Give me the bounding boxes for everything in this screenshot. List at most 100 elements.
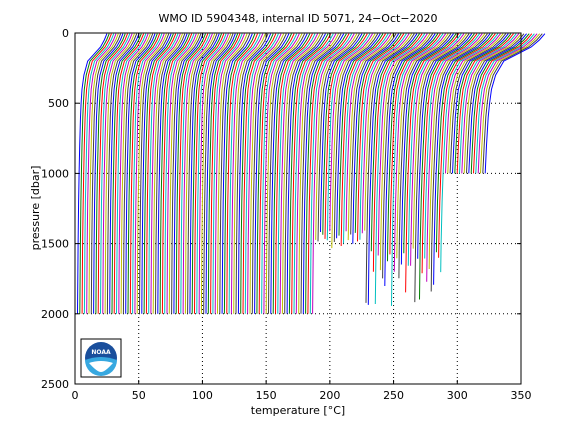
profile-line: [180, 33, 211, 314]
profiles: [77, 33, 546, 314]
profile-line: [77, 33, 108, 314]
profile-line: [207, 33, 239, 314]
x-tick-label: 350: [511, 389, 532, 402]
noaa-logo: NOAA: [80, 338, 122, 378]
profile-line: [200, 33, 232, 314]
x-tick-label: 200: [319, 389, 340, 402]
profile-line: [347, 33, 394, 241]
profile-line: [277, 33, 316, 314]
profile-line: [405, 33, 460, 293]
profile-line: [86, 33, 117, 314]
profile-line: [461, 33, 520, 174]
x-tick-label: 50: [132, 389, 146, 402]
profile-line: [305, 33, 347, 314]
profile-line: [377, 33, 428, 256]
profile-line: [298, 33, 339, 314]
profile-line: [382, 33, 434, 279]
profile-line: [414, 33, 470, 303]
profile-line: [265, 33, 303, 314]
profile-line: [166, 33, 197, 314]
profile-line: [302, 33, 345, 314]
profile-line: [315, 33, 358, 240]
profile-line: [445, 33, 501, 174]
profile-line: [136, 33, 167, 314]
profile-line: [159, 33, 190, 314]
profile-line: [336, 33, 381, 239]
profile-line: [456, 33, 514, 174]
y-tick-label: 2500: [41, 378, 69, 391]
x-tick-labels: 0 50 100 150 200 250 300 350: [72, 389, 532, 402]
profile-line: [398, 33, 452, 279]
profile-line: [230, 33, 264, 314]
profile-line: [90, 33, 122, 314]
profile-line: [150, 33, 181, 314]
profile-line: [228, 33, 261, 314]
profile-line: [120, 33, 151, 314]
y-tick-label: 0: [62, 27, 69, 40]
x-tick-label: 100: [192, 389, 213, 402]
profile-line: [403, 33, 457, 254]
profile-line: [300, 33, 342, 314]
profile-line: [365, 33, 415, 303]
profile-line: [205, 33, 236, 314]
profile-line: [379, 33, 431, 271]
profile-line: [171, 33, 202, 314]
y-axis-label: pressure [dbar]: [29, 166, 42, 251]
profile-line: [132, 33, 163, 314]
profile-line: [447, 33, 504, 174]
profile-line: [426, 33, 483, 282]
profile-line: [240, 33, 274, 314]
profile-line: [391, 33, 444, 306]
profile-line: [143, 33, 174, 314]
logo-bird: [89, 361, 113, 372]
profile-line: [139, 33, 170, 314]
profile-line: [233, 33, 266, 314]
profile-line: [275, 33, 313, 314]
profile-line: [387, 33, 439, 262]
profile-line: [477, 33, 538, 174]
profile-line: [352, 33, 400, 244]
profile-line: [254, 33, 290, 314]
profile-line: [244, 33, 279, 314]
profile-line: [251, 33, 287, 314]
profile-line: [407, 33, 462, 266]
profile-line: [359, 33, 407, 240]
profile-line: [148, 33, 179, 314]
profile-line: [350, 33, 397, 235]
profile-line: [459, 33, 517, 174]
profile-line: [95, 33, 126, 314]
profile-line: [396, 33, 449, 259]
profile-line: [367, 33, 418, 305]
profile-line: [93, 33, 124, 314]
profile-line: [309, 33, 353, 314]
profile-line: [161, 33, 193, 314]
profile-line: [468, 33, 527, 174]
profile-line: [440, 33, 499, 273]
profile-line: [214, 33, 245, 314]
profile-line: [194, 33, 225, 314]
profile-line: [281, 33, 321, 314]
profile-line: [272, 33, 311, 314]
profile-line: [354, 33, 402, 233]
profile-line: [320, 33, 363, 233]
profile-line: [284, 33, 324, 314]
profile-line: [79, 33, 110, 314]
profile-line: [217, 33, 248, 314]
profile-line: [118, 33, 149, 314]
profile-line: [270, 33, 308, 314]
profile-line: [187, 33, 218, 314]
profile-line: [145, 33, 177, 314]
profile-line: [116, 33, 147, 314]
profile-line: [88, 33, 119, 314]
profile-line: [400, 33, 454, 265]
profile-line: [291, 33, 332, 314]
profile-line: [312, 33, 355, 314]
profile-line: [410, 33, 465, 266]
profile-line: [449, 33, 507, 174]
profile-line: [247, 33, 282, 314]
x-tick-label: 150: [256, 389, 277, 402]
profile-line: [343, 33, 389, 244]
profile-line: [433, 33, 491, 285]
profile-line: [221, 33, 253, 314]
profile-line: [307, 33, 350, 314]
